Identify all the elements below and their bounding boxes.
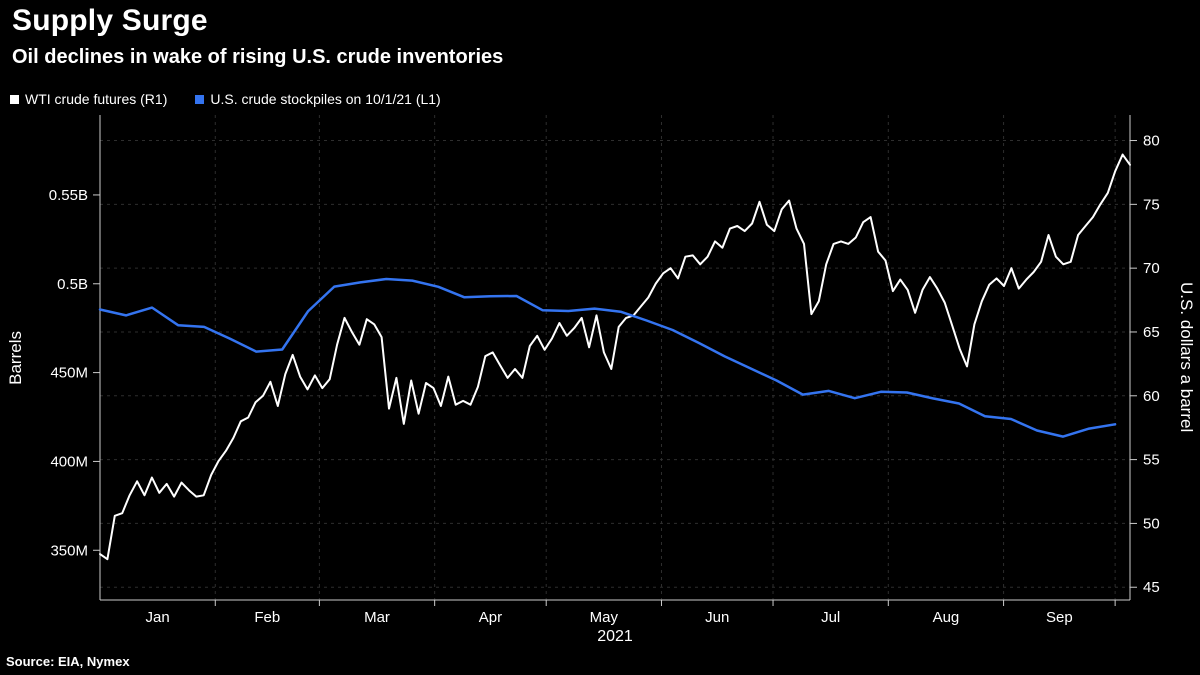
legend-label-stockpiles: U.S. crude stockpiles on 10/1/21 (L1) bbox=[210, 91, 441, 107]
svg-text:Sep: Sep bbox=[1046, 609, 1073, 626]
svg-text:Jan: Jan bbox=[146, 609, 170, 626]
svg-text:May: May bbox=[590, 609, 619, 626]
svg-text:Aug: Aug bbox=[933, 609, 960, 626]
right-axis-title: U.S. dollars a barrel bbox=[1177, 282, 1196, 433]
svg-text:75: 75 bbox=[1143, 196, 1160, 213]
legend-item-wti-futures: WTI crude futures (R1) bbox=[10, 91, 167, 107]
svg-text:Feb: Feb bbox=[254, 609, 280, 626]
source-note: Source: EIA, Nymex bbox=[6, 654, 130, 669]
svg-text:Mar: Mar bbox=[364, 609, 390, 626]
chart-subtitle: Oil declines in wake of rising U.S. crud… bbox=[12, 46, 504, 68]
legend: WTI crude futures (R1) U.S. crude stockp… bbox=[10, 91, 441, 107]
svg-text:55: 55 bbox=[1143, 452, 1160, 469]
x-axis-year-label: 2021 bbox=[597, 628, 633, 645]
svg-text:60: 60 bbox=[1143, 388, 1160, 405]
legend-item-crude-stockpiles: U.S. crude stockpiles on 10/1/21 (L1) bbox=[195, 91, 441, 107]
svg-text:Apr: Apr bbox=[479, 609, 502, 626]
wti-series-swatch-icon bbox=[10, 94, 19, 104]
svg-text:450M: 450M bbox=[50, 365, 88, 382]
svg-text:45: 45 bbox=[1143, 579, 1160, 596]
svg-text:50: 50 bbox=[1143, 515, 1160, 532]
svg-text:65: 65 bbox=[1143, 324, 1160, 341]
svg-text:Jul: Jul bbox=[821, 609, 840, 626]
legend-label-wti: WTI crude futures (R1) bbox=[25, 91, 168, 107]
svg-text:0.55B: 0.55B bbox=[49, 187, 88, 204]
svg-text:350M: 350M bbox=[50, 542, 88, 559]
svg-text:70: 70 bbox=[1143, 260, 1160, 277]
stockpiles-series-swatch-icon bbox=[195, 94, 205, 104]
svg-text:Jun: Jun bbox=[705, 609, 729, 626]
chart-title: Supply Surge bbox=[12, 4, 208, 37]
svg-text:80: 80 bbox=[1143, 133, 1160, 150]
svg-text:0.5B: 0.5B bbox=[57, 276, 88, 293]
svg-text:400M: 400M bbox=[50, 453, 88, 470]
